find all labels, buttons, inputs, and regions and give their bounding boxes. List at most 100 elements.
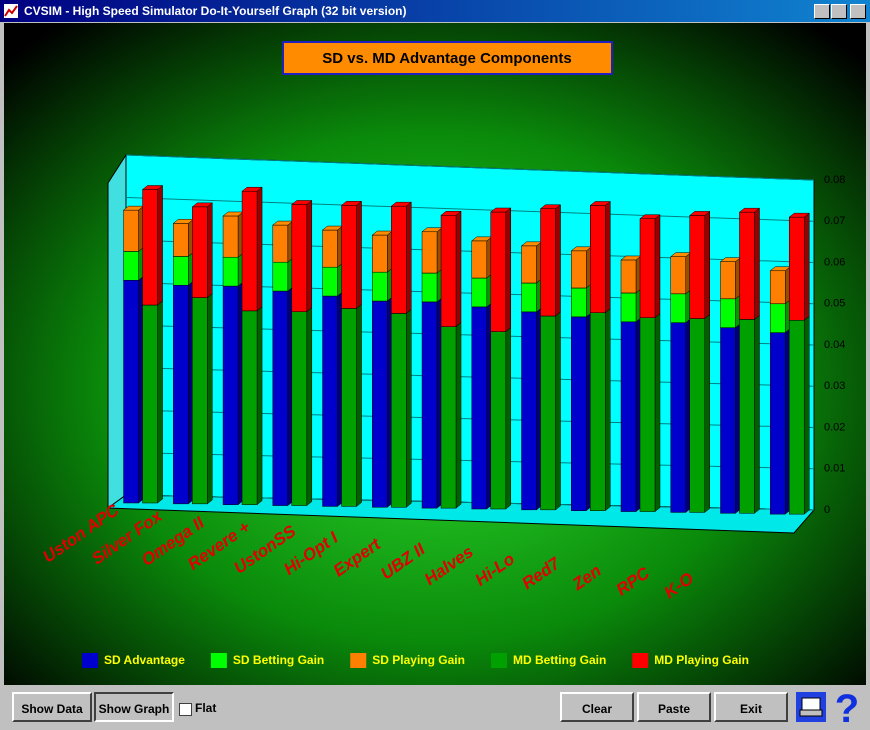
bar-side — [157, 184, 163, 306]
y-tick-label: 0.08 — [824, 174, 845, 186]
bar-segment — [590, 312, 606, 511]
bar-segment — [571, 250, 587, 289]
bar-side — [505, 327, 512, 510]
bar-segment — [620, 292, 637, 323]
bar-segment — [639, 218, 656, 318]
bar-segment — [639, 317, 656, 512]
bar-side — [704, 210, 710, 320]
bar-segment — [769, 270, 786, 305]
bar-side — [256, 306, 263, 506]
bar-segment — [241, 190, 258, 312]
bar-segment — [391, 313, 407, 508]
y-tick-label: 0.06 — [824, 256, 845, 268]
bar-segment — [571, 316, 587, 511]
chart-title: SD vs. MD Advantage Components — [322, 50, 571, 67]
help-icon[interactable]: ? — [830, 688, 864, 726]
y-tick-label: 0.02 — [824, 421, 845, 433]
bar-top — [689, 211, 711, 216]
legend-swatch — [632, 653, 649, 668]
close-button[interactable] — [850, 4, 866, 19]
print-icon[interactable] — [796, 692, 826, 722]
bar-segment — [421, 272, 438, 303]
bar-top — [589, 201, 611, 206]
bar-segment — [471, 277, 488, 308]
svg-text:?: ? — [835, 688, 859, 726]
bar-segment — [471, 240, 488, 279]
bar-top — [340, 201, 363, 206]
flat-label: Flat — [195, 701, 217, 715]
bar-segment — [471, 306, 488, 510]
y-tick-label: 0.01 — [824, 463, 845, 475]
bar-segment — [620, 259, 637, 294]
bar-side — [157, 300, 163, 504]
bar-segment — [440, 326, 457, 509]
exit-button[interactable]: Exit — [714, 692, 788, 722]
bar-segment — [571, 287, 587, 318]
bar-side — [754, 314, 760, 514]
bar-segment — [540, 315, 556, 511]
bar-segment — [123, 251, 139, 281]
bar-segment — [490, 211, 507, 332]
bar-segment — [590, 205, 606, 313]
title-box — [282, 41, 613, 75]
bar-segment — [322, 295, 338, 507]
legend-label: SD Playing Gain — [372, 653, 465, 667]
bar-segment — [689, 215, 705, 319]
bar-top — [490, 207, 512, 213]
bar-top — [191, 202, 214, 208]
bar-side — [306, 199, 313, 313]
clear-button[interactable]: Clear — [560, 692, 634, 722]
bar-segment — [173, 284, 189, 505]
bar-segment — [272, 261, 289, 292]
bar-segment — [490, 331, 507, 510]
window-title: CVSIM - High Speed Simulator Do-It-Yours… — [24, 4, 407, 18]
bar-top — [639, 214, 661, 219]
grid-line — [125, 154, 815, 181]
bar-segment — [521, 282, 537, 313]
bar-segment — [421, 231, 438, 274]
bar-segment — [720, 261, 736, 300]
bar-side — [803, 212, 810, 321]
bar-segment — [322, 229, 338, 268]
bar-side — [605, 308, 611, 512]
bar-side — [207, 202, 213, 299]
bar-segment — [291, 204, 308, 312]
flat-checkbox[interactable] — [179, 703, 192, 716]
bar-segment — [291, 311, 308, 506]
side-wall — [107, 153, 127, 509]
bar-side — [455, 210, 462, 328]
bar-segment — [720, 298, 736, 328]
bar-top — [539, 204, 562, 209]
bar-segment — [372, 234, 388, 273]
bar-segment — [440, 215, 457, 327]
legend-swatch — [350, 653, 367, 668]
bar-segment — [689, 318, 705, 513]
bar-side — [406, 201, 412, 314]
minimize-button[interactable] — [814, 4, 830, 19]
bar-side — [754, 207, 760, 320]
bar-segment — [241, 310, 258, 505]
bar-segment — [521, 245, 537, 284]
show-graph-button[interactable]: Show Graph — [94, 692, 174, 722]
bar-top — [291, 200, 313, 205]
bar-top — [390, 201, 412, 207]
bar-side — [555, 204, 561, 317]
bar-segment — [322, 266, 338, 297]
bar-segment — [222, 256, 239, 287]
paste-button[interactable]: Paste — [637, 692, 711, 722]
bar-segment — [372, 271, 388, 302]
bar-segment — [421, 301, 438, 509]
legend-swatch — [490, 653, 507, 668]
y-tick-label: 0.04 — [824, 339, 845, 351]
bar-segment — [192, 297, 208, 505]
bar-side — [406, 308, 412, 508]
bar-side — [803, 315, 810, 515]
bar-side — [505, 207, 512, 333]
bar-segment — [142, 304, 158, 504]
y-tick-label: 0.07 — [824, 215, 845, 227]
bar-top — [141, 185, 164, 190]
maximize-button[interactable] — [831, 4, 847, 19]
bar-segment — [192, 206, 208, 298]
bar-segment — [670, 293, 686, 323]
show-data-button[interactable]: Show Data — [12, 692, 92, 722]
